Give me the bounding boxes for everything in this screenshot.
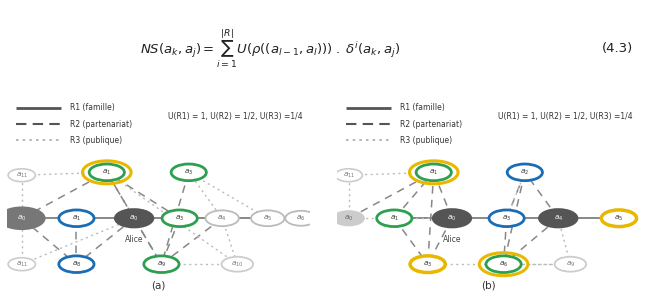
Text: R2 (partenariat): R2 (partenariat) [401, 120, 463, 129]
Text: $a_1$: $a_1$ [390, 214, 399, 223]
Text: $a_0$: $a_0$ [129, 214, 139, 223]
Text: Alice: Alice [125, 236, 143, 245]
Circle shape [115, 209, 153, 227]
Text: $a_1$: $a_1$ [102, 168, 112, 177]
Text: (4.3): (4.3) [601, 42, 633, 55]
Text: $a_{11}$: $a_{11}$ [343, 171, 355, 180]
Circle shape [89, 164, 124, 181]
Text: $a_{11}$: $a_{11}$ [16, 171, 28, 180]
Circle shape [144, 256, 179, 272]
Text: $a_4$: $a_4$ [218, 214, 227, 223]
Text: $a_{11}$: $a_{11}$ [16, 260, 28, 269]
Text: $a_0$: $a_0$ [447, 214, 457, 223]
Circle shape [410, 256, 446, 272]
Circle shape [333, 211, 364, 225]
Text: $a_0$: $a_0$ [344, 214, 353, 223]
Text: $a_{10}$: $a_{10}$ [231, 260, 244, 269]
Circle shape [162, 210, 197, 227]
Circle shape [489, 210, 524, 227]
Text: Alice: Alice [443, 236, 461, 245]
Text: $a_6$: $a_6$ [296, 214, 306, 223]
Circle shape [433, 209, 471, 227]
Text: $a_5$: $a_5$ [614, 214, 624, 223]
Circle shape [377, 210, 412, 227]
Text: R2 (partenariat): R2 (partenariat) [71, 120, 133, 129]
Circle shape [508, 164, 543, 181]
Circle shape [222, 257, 253, 272]
Circle shape [0, 208, 44, 229]
Circle shape [554, 257, 586, 272]
Text: $a_5$: $a_5$ [263, 214, 273, 223]
Text: $a_3$: $a_3$ [502, 214, 512, 223]
Text: $a_4$: $a_4$ [554, 214, 563, 223]
Text: $a_9$: $a_9$ [566, 260, 575, 269]
Circle shape [285, 211, 317, 226]
Text: $a_8$: $a_8$ [72, 260, 81, 269]
Circle shape [539, 209, 578, 227]
Text: $a_0$: $a_0$ [17, 214, 26, 223]
Text: R3 (publique): R3 (publique) [401, 136, 453, 145]
Text: $a_2$: $a_2$ [520, 168, 529, 177]
Text: $a_1$: $a_1$ [429, 168, 438, 177]
Circle shape [59, 256, 94, 272]
Text: R1 (famille): R1 (famille) [71, 103, 115, 112]
Text: R3 (publique): R3 (publique) [71, 136, 123, 145]
Text: (a): (a) [151, 280, 166, 290]
Circle shape [486, 256, 521, 272]
Text: $a_3$: $a_3$ [184, 168, 193, 177]
Text: $a_3$: $a_3$ [423, 260, 432, 269]
Text: R1 (famille): R1 (famille) [401, 103, 445, 112]
Text: $a_6$: $a_6$ [499, 260, 508, 269]
Text: $a_9$: $a_9$ [157, 260, 166, 269]
Text: $a_1$: $a_1$ [72, 214, 81, 223]
Circle shape [416, 164, 451, 181]
Text: $a_3$: $a_3$ [175, 214, 184, 223]
Circle shape [171, 164, 207, 181]
Circle shape [8, 258, 36, 271]
Text: U(R1) = 1, U(R2) = 1/2, U(R3) =1/4: U(R1) = 1, U(R2) = 1/2, U(R3) =1/4 [498, 112, 632, 121]
Circle shape [251, 210, 284, 226]
Circle shape [59, 210, 94, 227]
Circle shape [205, 210, 239, 226]
Text: (b): (b) [481, 280, 496, 290]
Circle shape [335, 169, 362, 182]
Circle shape [601, 210, 636, 227]
Circle shape [8, 169, 36, 182]
Text: U(R1) = 1, U(R2) = 1/2, U(R3) =1/4: U(R1) = 1, U(R2) = 1/2, U(R3) =1/4 [168, 112, 302, 121]
Text: $NS(a_k, a_j) = \sum_{i=1}^{|R|} U(\rho((a_{l-1}, a_l)))$$\;\boldsymbol{.}\;\del: $NS(a_k, a_j) = \sum_{i=1}^{|R|} U(\rho(… [141, 28, 401, 70]
